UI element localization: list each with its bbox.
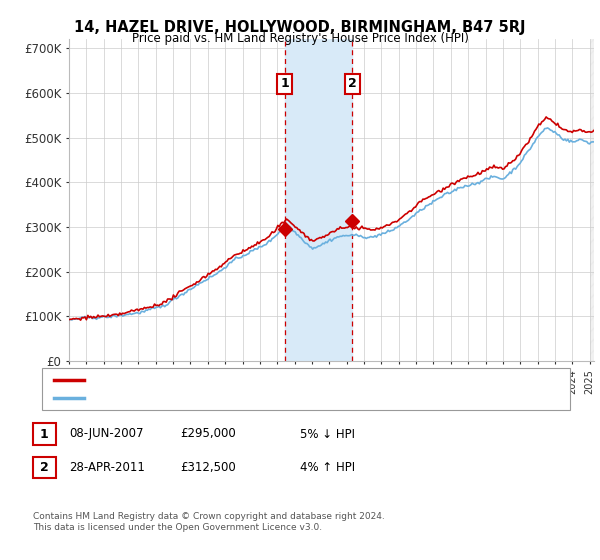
Text: 1: 1 [40, 427, 49, 441]
Text: Contains HM Land Registry data © Crown copyright and database right 2024.
This d: Contains HM Land Registry data © Crown c… [33, 512, 385, 532]
Text: 4% ↑ HPI: 4% ↑ HPI [300, 461, 355, 474]
Text: 14, HAZEL DRIVE, HOLLYWOOD, BIRMINGHAM, B47 5RJ (detached house): 14, HAZEL DRIVE, HOLLYWOOD, BIRMINGHAM, … [90, 375, 470, 385]
Text: £312,500: £312,500 [180, 461, 236, 474]
Bar [285, 39, 352, 361]
Text: 08-JUN-2007: 08-JUN-2007 [69, 427, 143, 441]
Text: £295,000: £295,000 [180, 427, 236, 441]
Text: Price paid vs. HM Land Registry's House Price Index (HPI): Price paid vs. HM Land Registry's House … [131, 32, 469, 45]
Text: HPI: Average price, detached house, Bromsgrove: HPI: Average price, detached house, Brom… [90, 393, 346, 403]
Text: 1: 1 [281, 77, 289, 90]
Text: 28-APR-2011: 28-APR-2011 [69, 461, 145, 474]
Text: 2: 2 [348, 77, 356, 90]
Text: 5% ↓ HPI: 5% ↓ HPI [300, 427, 355, 441]
Text: 2: 2 [40, 461, 49, 474]
Text: 14, HAZEL DRIVE, HOLLYWOOD, BIRMINGHAM, B47 5RJ: 14, HAZEL DRIVE, HOLLYWOOD, BIRMINGHAM, … [74, 20, 526, 35]
